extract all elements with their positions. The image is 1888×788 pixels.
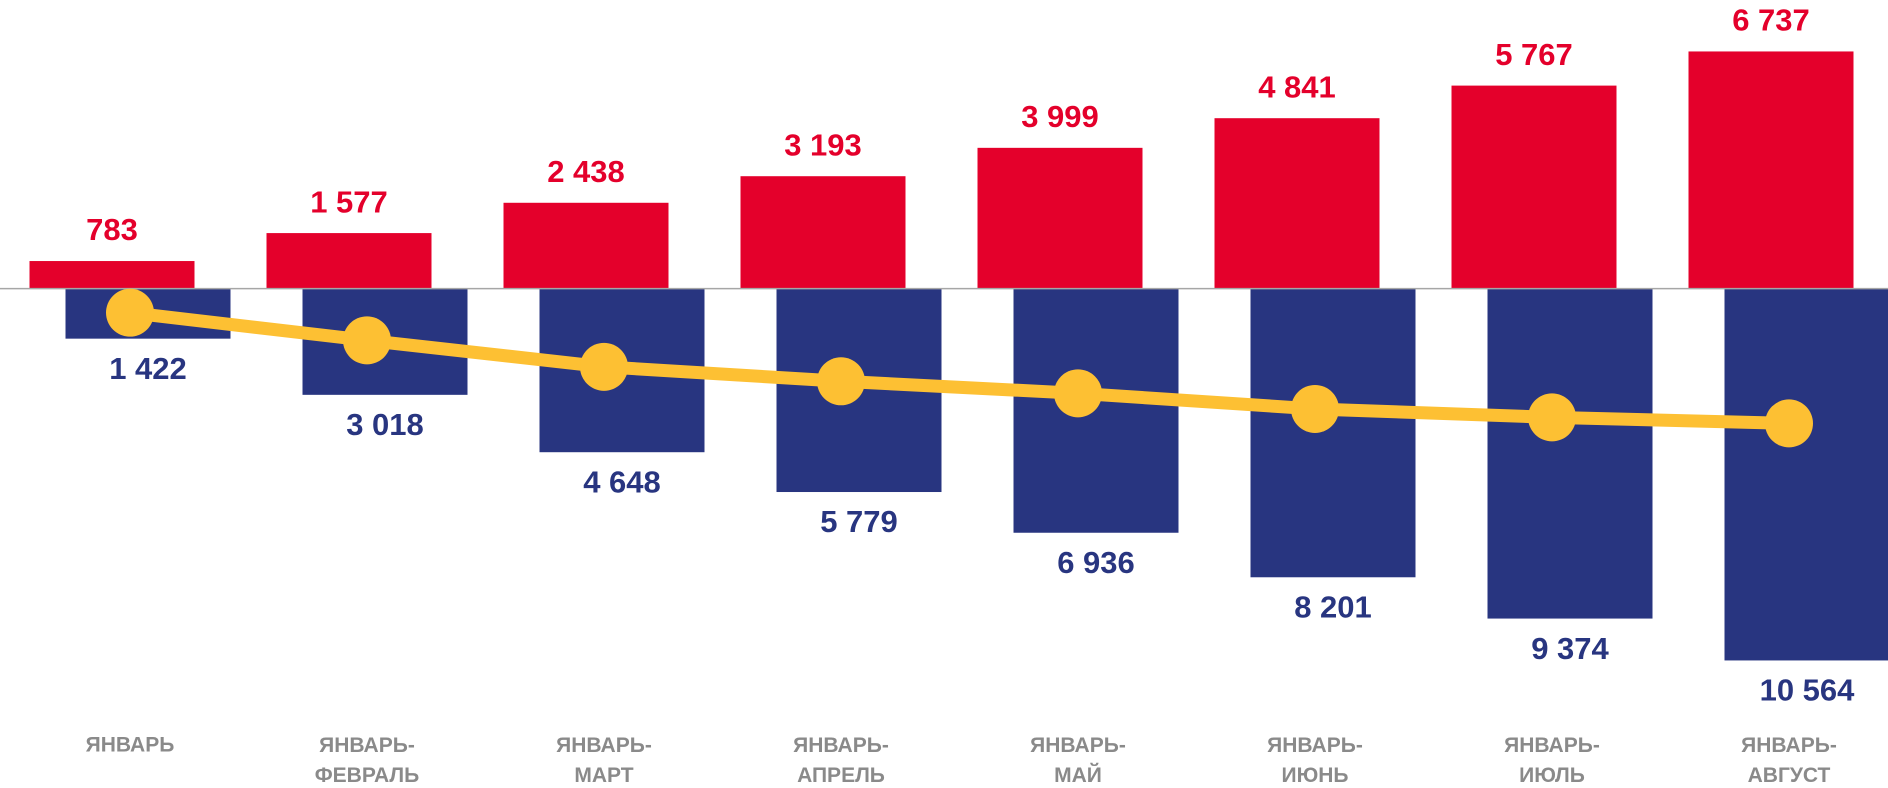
x-tick-label-line: ЯНВАРЬ- [1504, 734, 1600, 757]
x-tick-label-line: МАЙ [1054, 763, 1102, 787]
bar [503, 202, 669, 289]
bar [1724, 288, 1888, 661]
x-tick-label-line: ЯНВАРЬ- [556, 734, 652, 757]
x-tick-label-line: ЯНВАРЬ- [1741, 734, 1837, 757]
line-point [343, 316, 391, 365]
line [129, 306, 1790, 430]
value-label: 4 841 [1258, 69, 1336, 104]
value-label: 3 193 [784, 127, 862, 162]
x-tick-label-line: ЯНВАРЬ- [793, 734, 889, 757]
x-tick-label: ЯНВАРЬ- АВГУСТ [1741, 734, 1837, 787]
line-point [106, 288, 154, 337]
bar [1487, 288, 1653, 619]
bar [977, 147, 1143, 289]
x-tick-label-line: ФЕВРАЛЬ [315, 764, 420, 787]
x-tick-label: ЯНВАРЬ- МАЙ [1030, 734, 1126, 787]
x-tick-label-line: АПРЕЛЬ [797, 764, 885, 787]
bar [1250, 288, 1416, 578]
line-point [580, 342, 628, 391]
bar [29, 261, 195, 289]
x-tick-label: ЯНВАРЬ- ИЮЛЬ [1504, 734, 1600, 787]
value-label: 1 577 [310, 184, 388, 219]
x-tick-label-line: ЯНВАРЬ- [319, 734, 415, 757]
value-label: 10 564 [1760, 673, 1856, 708]
bar [1013, 288, 1179, 533]
x-tick-label-line: ИЮЛЬ [1519, 764, 1585, 787]
x-tick-label-line: ИЮНЬ [1281, 764, 1348, 787]
line-point [1528, 393, 1576, 442]
x-tick-label-line: АВГУСТ [1748, 764, 1831, 787]
x-tick-label: ЯНВАРЬ- МАРТ [556, 734, 652, 787]
value-label: 1 422 [109, 351, 187, 386]
value-label: 3 018 [346, 407, 424, 442]
value-label: 8 201 [1294, 589, 1372, 624]
x-tick-label-line: ЯНВАРЬ- [1267, 734, 1363, 757]
bar [1688, 51, 1854, 289]
x-tick-label: ЯНВАРЬ- ИЮНЬ [1267, 734, 1363, 787]
value-label: 2 438 [547, 154, 625, 189]
value-label: 5 779 [820, 504, 898, 539]
value-label: 4 648 [583, 464, 661, 499]
x-tick-label: ЯНВАРЬ- ФЕВРАЛЬ [315, 734, 420, 787]
line-point [817, 357, 865, 406]
x-tick-label: ЯНВАРЬ- АПРЕЛЬ [793, 734, 889, 787]
x-tick-label-line: МАРТ [574, 764, 633, 787]
line-point [1765, 399, 1813, 448]
value-label: 6 936 [1057, 545, 1135, 580]
value-label: 5 767 [1495, 37, 1573, 72]
line-point [1291, 384, 1339, 433]
x-tick-label: ЯНВАРЬ [86, 734, 175, 757]
value-label: 3 999 [1021, 99, 1099, 134]
value-label: 783 [86, 212, 138, 247]
bar [266, 233, 432, 289]
x-tick-label-line: ЯНВАРЬ- [1030, 734, 1126, 757]
bar [1451, 85, 1617, 289]
bar [740, 176, 906, 289]
value-label: 9 374 [1531, 631, 1609, 666]
value-label: 6 737 [1732, 3, 1810, 38]
bar [1214, 118, 1380, 289]
line-point [1054, 369, 1102, 418]
